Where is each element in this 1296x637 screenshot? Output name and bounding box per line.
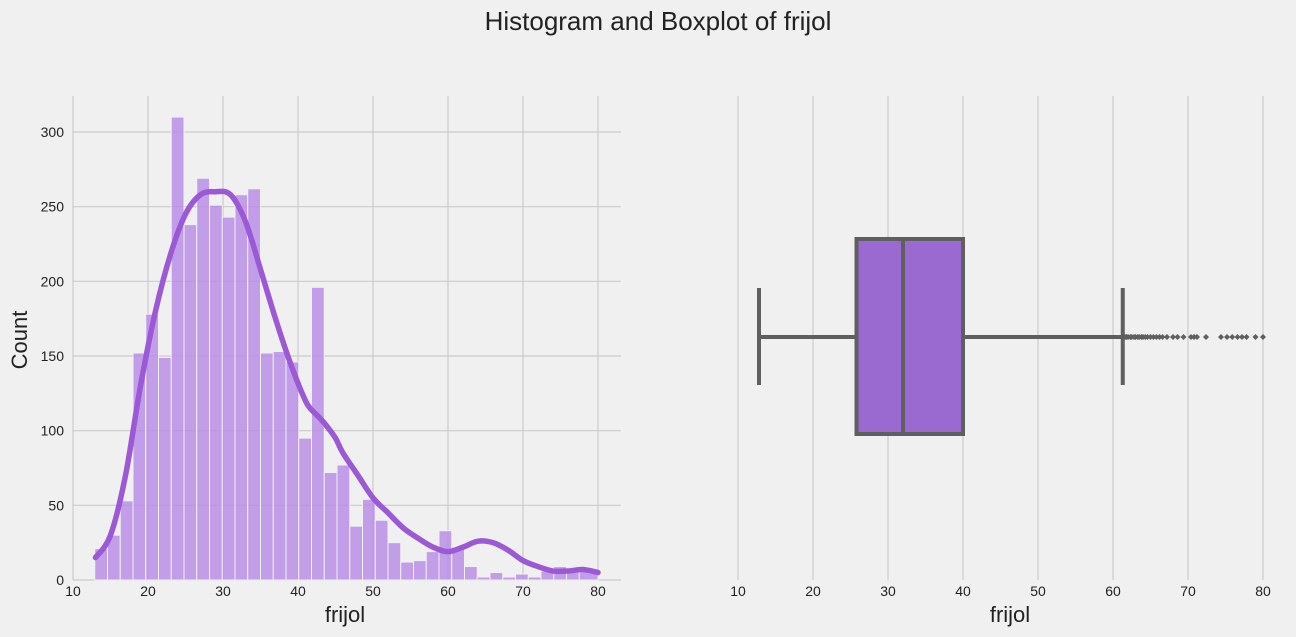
histogram-panel: 10 20 30 40 50 60 70 80 0 50 100 150 200 250 300 frij… (7, 96, 621, 627)
histogram-x-tick-label: 30 (215, 583, 231, 599)
boxplot-x-tick-label: 60 (1105, 583, 1121, 599)
boxplot-marks (757, 237, 1266, 436)
histogram-x-tick-label: 40 (290, 583, 306, 599)
histogram-bar (119, 500, 134, 581)
boxplot-outlier (1203, 334, 1209, 340)
histogram-x-tick-label: 10 (65, 583, 81, 599)
histogram-bar (311, 286, 325, 581)
histogram-bar (387, 542, 402, 581)
boxplot-outlier (1164, 334, 1170, 340)
boxplot-box (854, 237, 965, 436)
histogram-y-tick-label: 0 (56, 572, 64, 588)
histogram-bar (438, 530, 453, 581)
boxplot-outlier (1260, 334, 1266, 340)
histogram-y-tick-label: 100 (41, 423, 65, 439)
boxplot-x-tick-labels: 10 20 30 40 50 60 70 80 (730, 583, 1271, 599)
histogram-bar (349, 525, 363, 581)
histogram-bar (260, 352, 274, 581)
boxplot-outlier (1180, 334, 1187, 340)
histogram-y-tick-label: 50 (48, 497, 64, 513)
boxplot-x-tick-label: 10 (730, 583, 746, 599)
kde-line (92, 188, 601, 576)
boxplot-outlier (1174, 334, 1181, 340)
boxplot-outlier (1243, 334, 1250, 340)
histogram-y-tick-label: 150 (41, 348, 65, 364)
boxplot-x-tick-label: 70 (1180, 583, 1196, 599)
histogram-bar (272, 351, 287, 581)
histogram-y-tick-label: 250 (41, 199, 65, 215)
boxplot-x-tick-label: 50 (1030, 583, 1046, 599)
histogram-x-tick-label: 50 (365, 583, 381, 599)
histogram-x-tick-label: 20 (140, 583, 156, 599)
histogram-bar (425, 551, 440, 581)
histogram-bar (413, 560, 427, 581)
histogram-bar (234, 194, 249, 581)
boxplot-x-tick-label: 40 (955, 583, 971, 599)
histogram-x-tick-label: 80 (590, 583, 606, 599)
boxplot-x-tick-label: 20 (805, 583, 821, 599)
histogram-bar (221, 216, 236, 581)
histogram-bar (298, 437, 312, 581)
histogram-bar (374, 519, 389, 581)
histogram-y-tick-label: 200 (41, 273, 65, 289)
boxplot-x-tick-label: 80 (1255, 583, 1271, 599)
boxplot-outlier (1252, 334, 1259, 340)
histogram-bar (323, 471, 338, 581)
boxplot-outlier (1170, 334, 1176, 340)
boxplot-panel: 10 20 30 40 50 60 70 80 frijol (730, 96, 1271, 627)
boxplot-outlier (1239, 334, 1245, 340)
boxplot-outlier (1229, 334, 1236, 340)
histogram-bar (515, 573, 529, 581)
histogram-x-tick-labels: 10 20 30 40 50 60 70 80 (65, 583, 606, 599)
histogram-bar (476, 576, 491, 581)
histogram-bar (183, 224, 198, 581)
histogram-x-tick-label: 70 (515, 583, 531, 599)
histogram-bars (94, 116, 599, 581)
histogram-x-axis-label: frijol (325, 602, 365, 627)
histogram-bar (158, 356, 172, 581)
histogram-bar (170, 116, 185, 581)
histogram-x-tick-label: 60 (440, 583, 456, 599)
histogram-bar (196, 177, 210, 581)
boxplot-outlier (1159, 334, 1166, 340)
boxplot-x-tick-label: 30 (880, 583, 896, 599)
boxplot-outlier (1224, 334, 1230, 340)
boxplot-outlier (1218, 334, 1224, 340)
histogram-bar (489, 572, 504, 581)
boxplot-outlier (1194, 334, 1200, 340)
histogram-bar (527, 576, 542, 581)
histogram-bar (400, 561, 414, 581)
histogram-bar (502, 576, 516, 581)
boxplot-outlier (1234, 334, 1241, 340)
histogram-bar (209, 204, 223, 581)
histogram-bar (464, 566, 478, 581)
histogram-y-tick-labels: 0 50 100 150 200 250 300 (41, 124, 65, 588)
figure-title: Histogram and Boxplot of frijol (485, 6, 832, 36)
histogram-y-tick-label: 300 (41, 124, 65, 140)
boxplot-x-axis-label: frijol (990, 602, 1030, 627)
histogram-y-axis-label: Count (7, 311, 32, 370)
histogram-bar (285, 361, 300, 581)
histogram-bar (336, 464, 351, 581)
histogram-bar (362, 498, 376, 581)
